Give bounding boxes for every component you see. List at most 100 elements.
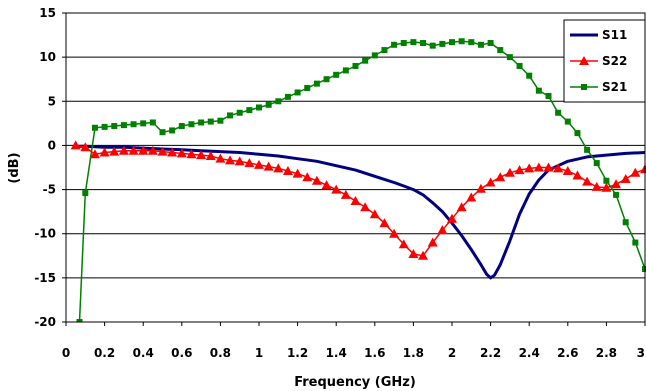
data-point-s22 [311,175,322,185]
x-tick-label: 0.2 [94,346,115,360]
gridlines [66,56,645,279]
data-point-s22 [176,148,187,158]
data-point-s22 [418,250,429,260]
data-point-s21 [584,146,591,153]
data-point-s22 [437,225,448,235]
data-point-s21 [622,219,629,226]
x-axis-ticks: 0 0.2 0.4 0.6 0.8 1 1.2 1.4 1.6 1.8 2 2.2 2.4 2.6 2.8 3 [62,322,646,360]
data-point-s22 [118,145,129,155]
data-point-s21 [169,127,176,134]
data-point-s22 [562,166,573,176]
data-point-s21 [198,119,205,126]
data-point-s21 [593,160,600,167]
data-point-s22 [196,150,207,160]
data-point-s21 [371,52,378,59]
data-point-s21 [352,62,359,69]
series-line-s11 [75,144,646,280]
data-point-s22 [553,163,564,173]
data-point-s21 [400,40,407,47]
data-point-s22 [273,163,284,173]
data-point-s21 [632,239,639,246]
data-point-s21 [294,89,301,96]
data-point-s21 [410,39,417,46]
data-point-s22 [128,145,139,155]
data-point-s21 [265,101,272,108]
data-point-s21 [429,42,436,49]
x-tick-label: 0.4 [133,346,154,360]
series-layer [70,38,646,322]
data-point-s22 [524,163,535,173]
data-point-s22 [495,172,506,182]
data-point-s21 [420,40,427,47]
data-point-s22 [485,177,496,187]
data-point-s21 [304,85,311,92]
data-point-s21 [140,120,147,127]
data-point-s21 [439,40,446,47]
data-point-s21 [227,112,234,119]
data-point-s22 [427,237,438,247]
data-point-s21 [178,123,185,130]
data-point-s22 [572,170,583,180]
data-point-s21 [149,119,156,126]
x-tick-label: 1.2 [287,346,308,360]
data-point-s21 [120,122,127,129]
data-point-s21 [381,47,388,54]
data-point-s22 [504,167,515,177]
data-point-s21 [246,107,253,114]
data-point-s21 [362,57,369,64]
x-tick-label: 3 [637,346,645,360]
data-point-s22 [138,145,149,155]
y-tick-label: 5 [48,94,56,108]
x-tick-label: 2.4 [519,346,540,360]
data-point-s21 [613,191,620,198]
data-point-s22 [225,155,236,165]
data-point-s21 [130,121,137,128]
data-point-s21 [391,41,398,48]
data-point-s22 [475,183,486,193]
data-point-s22 [389,228,400,238]
data-point-s21 [313,80,320,87]
data-point-s22 [514,165,525,175]
data-point-s22 [302,172,313,182]
y-tick-label: -10 [34,227,56,241]
data-point-s21 [323,76,330,83]
data-point-s22 [205,151,216,161]
data-point-s21 [574,130,581,137]
data-point-s22 [398,239,409,249]
data-point-s22 [254,159,264,169]
data-point-s21 [555,109,562,116]
data-point-s22 [350,196,361,206]
data-point-s22 [379,218,390,228]
legend-marker-s22 [579,56,589,65]
data-point-s21 [256,104,262,111]
data-point-s22 [167,147,178,157]
x-tick-label: 2.2 [480,346,501,360]
data-point-s21 [497,47,504,54]
data-point-s21 [564,118,571,125]
data-point-s22 [582,176,593,186]
data-point-s22 [157,146,168,156]
data-point-s22 [447,213,457,223]
data-point-s22 [234,156,245,166]
y-tick-label: 10 [39,50,56,64]
series-line-s21 [78,40,646,322]
data-point-s22 [331,184,342,194]
series-line-s22 [75,144,646,257]
y-tick-label: 0 [48,138,56,152]
x-tick-label: 0.8 [210,346,231,360]
data-point-s21 [487,40,494,47]
series-s11 [75,144,646,280]
data-point-s21 [449,39,455,46]
data-point-s21 [458,38,465,45]
data-point-s21 [642,266,646,273]
data-point-s21 [468,39,475,46]
data-point-s22 [89,149,100,159]
data-point-s22 [369,209,380,219]
data-point-s22 [601,182,612,192]
data-point-s22 [80,142,91,152]
data-point-s22 [99,147,110,157]
x-tick-label: 1.8 [403,346,424,360]
data-point-s21 [207,118,214,125]
data-point-s22 [186,149,197,159]
data-point-s22 [292,168,303,178]
